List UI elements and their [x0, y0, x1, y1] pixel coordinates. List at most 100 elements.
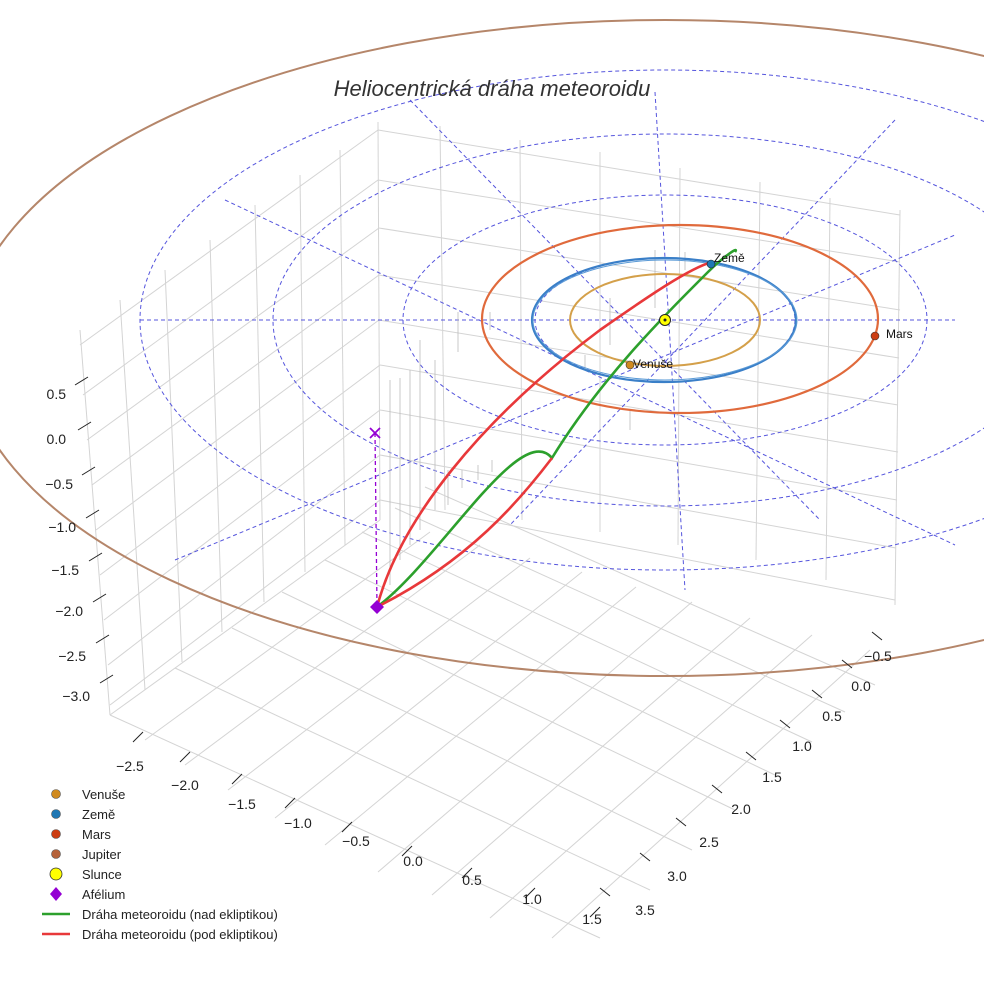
z-tick-label: −1.5 — [51, 562, 79, 578]
grid-line — [379, 454, 897, 549]
y-tick-label: 3.5 — [635, 902, 655, 918]
legend: Venuše Země Mars Jupiter Slunce Afélium … — [42, 787, 278, 942]
x-tick-label: −0.5 — [342, 833, 370, 849]
grid-line — [144, 531, 431, 741]
grid-line — [109, 519, 381, 716]
legend-label: Slunce — [82, 867, 122, 882]
legend-label: Dráha meteoroidu (pod ekliptikou) — [82, 927, 278, 942]
z-tick-label: −2.5 — [58, 648, 86, 664]
legend-label: Venuše — [82, 787, 125, 802]
z-axis: 0.5 0.0 −0.5 −1.0 −1.5 −2.0 −2.5 −3.0 — [45, 376, 114, 704]
x-tick-label: −1.5 — [228, 796, 256, 812]
legend-label: Jupiter — [82, 847, 122, 862]
z-tick-label: −0.5 — [45, 476, 73, 492]
axes-box-grid — [79, 121, 901, 939]
grid-line — [378, 319, 899, 406]
z-tick-label: −3.0 — [62, 688, 90, 704]
legend-marker — [51, 809, 61, 819]
grid-line — [274, 571, 583, 819]
ecliptic-reference-rings — [139, 69, 984, 591]
aphelion-projection-marker — [369, 427, 381, 439]
grid-line — [378, 227, 901, 311]
grid-line — [377, 121, 381, 521]
x-tick-label: 1.0 — [522, 891, 542, 907]
y-tick-label: 3.0 — [667, 868, 687, 884]
legend-label: Země — [82, 807, 115, 822]
jupiter-orbit — [0, 19, 984, 677]
grid-line — [86, 227, 380, 441]
aphelion-marker — [370, 600, 384, 614]
grid-line — [489, 634, 813, 919]
z-tick-label: 0.5 — [47, 386, 67, 402]
grid-line — [91, 274, 380, 486]
earth-marker — [706, 259, 716, 269]
x-tick-label: 1.5 — [582, 911, 602, 927]
x-tick-label: −2.5 — [116, 758, 144, 774]
grid-line — [227, 557, 531, 791]
reference-spoke — [509, 119, 896, 526]
y-tick-label: 0.0 — [851, 678, 871, 694]
grid-line — [164, 269, 183, 663]
grid-line — [209, 239, 223, 633]
legend-item-jupiter: Jupiter — [51, 847, 122, 862]
legend-label: Dráha meteoroidu (nad ekliptikou) — [82, 907, 278, 922]
earth-orbit-inner — [532, 259, 798, 381]
z-tick-label: −1.0 — [48, 519, 76, 535]
sun-center-dot — [663, 318, 667, 322]
grid-line — [677, 167, 681, 546]
grid-line — [109, 714, 601, 939]
earth-orbit — [530, 256, 798, 384]
grid-line — [755, 181, 761, 561]
legend-item-aphelion: Afélium — [50, 887, 125, 902]
reference-spoke — [174, 234, 956, 561]
grid-line — [431, 617, 751, 896]
grid-line — [379, 409, 898, 501]
z-tick-label: −2.0 — [55, 603, 83, 619]
x-tick-label: −2.0 — [171, 777, 199, 793]
grid-line — [107, 454, 381, 666]
grid-line — [231, 627, 693, 851]
y-tick-label: 1.5 — [762, 769, 782, 785]
legend-item-sun: Slunce — [49, 867, 122, 882]
grid-line — [361, 531, 813, 743]
grid-line — [377, 601, 693, 873]
grid-line — [377, 179, 901, 263]
legend-item-path-above: Dráha meteoroidu (nad ekliptikou) — [42, 907, 278, 922]
grid-line — [894, 209, 901, 606]
grid-line — [109, 499, 381, 706]
grid-line — [439, 125, 446, 511]
grid-line — [79, 329, 111, 716]
y-tick-label: 2.0 — [731, 801, 751, 817]
grid-line — [324, 586, 637, 846]
grid-line — [95, 319, 380, 531]
grid-line — [379, 499, 896, 601]
mars-orbit — [480, 223, 880, 415]
grid-line — [394, 507, 846, 713]
grid-line — [378, 274, 900, 359]
grid-line — [79, 129, 379, 346]
grid-line — [103, 409, 381, 621]
grid-line — [254, 204, 265, 603]
legend-item-earth: Země — [51, 807, 115, 822]
legend-item-path-below: Dráha meteoroidu (pod ekliptikou) — [42, 927, 278, 942]
venus-label: Venuše — [633, 357, 673, 371]
grid-line — [174, 667, 651, 891]
grid-line — [377, 129, 901, 216]
z-tick-label: 0.0 — [47, 431, 67, 447]
grid-line — [551, 649, 871, 939]
aphelion-dropline — [374, 432, 378, 608]
chart-title: Heliocentrická dráha meteoroidu — [334, 76, 651, 101]
reference-spoke — [224, 199, 956, 546]
venus-marker — [625, 360, 635, 370]
grid-line — [281, 591, 736, 811]
grid-line — [379, 364, 899, 453]
grid-line — [99, 364, 381, 576]
reference-spoke — [654, 91, 686, 591]
x-tick-label: −1.0 — [284, 815, 312, 831]
grid-line — [184, 544, 481, 766]
y-tick-label: −0.5 — [864, 648, 892, 664]
meteoroid-path-below — [375, 260, 713, 608]
y-tick-label: 1.0 — [792, 738, 812, 754]
meteoroid-path-below-lower — [376, 457, 554, 609]
